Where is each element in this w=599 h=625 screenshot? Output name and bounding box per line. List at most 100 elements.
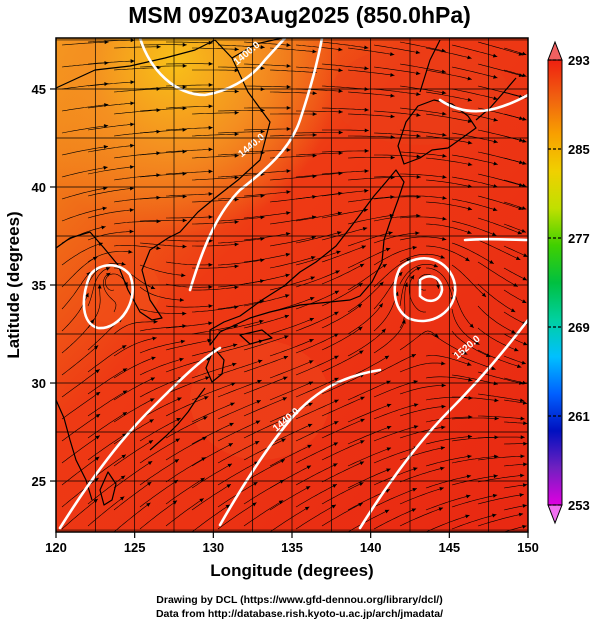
streamline — [477, 371, 524, 385]
streamline-arrow — [410, 275, 415, 280]
streamline — [295, 355, 339, 376]
streamline-arrow — [234, 68, 239, 73]
streamline — [477, 41, 524, 56]
streamline-arrow — [234, 285, 239, 290]
streamline — [191, 504, 231, 532]
streamline-arrow — [398, 271, 403, 277]
streamline — [477, 327, 519, 352]
streamline — [503, 311, 527, 325]
y-axis-label: Latitude (degrees) — [4, 211, 23, 358]
streamline-arrow — [519, 398, 525, 403]
streamline-arrow — [359, 263, 365, 268]
streamline — [373, 446, 419, 464]
streamline — [347, 380, 391, 401]
colorbar-body — [547, 59, 563, 506]
streamline-arrow — [331, 504, 337, 509]
streamline-arrow — [234, 89, 239, 94]
streamline-arrow — [467, 454, 472, 459]
streamline-arrow — [466, 474, 472, 479]
streamline — [243, 315, 290, 329]
streamline — [347, 303, 384, 335]
streamline-arrow — [467, 55, 472, 60]
streamline — [347, 47, 395, 55]
streamline — [451, 475, 498, 486]
streamline-arrow — [364, 107, 369, 112]
streamline — [399, 267, 422, 307]
streamline — [373, 66, 421, 75]
streamline — [347, 157, 395, 159]
streamline-arrow — [226, 484, 232, 488]
streamline-arrow — [360, 396, 365, 401]
streamline-arrow — [182, 244, 187, 249]
streamline-arrow — [85, 292, 89, 298]
streamline — [295, 333, 339, 354]
streamline-arrow — [415, 231, 420, 236]
streamline-arrow — [440, 254, 445, 259]
streamline-arrow — [386, 425, 392, 430]
streamline — [321, 63, 369, 69]
streamline — [217, 44, 265, 48]
streamline-arrow — [523, 421, 528, 426]
streamline — [217, 320, 264, 332]
streamline-arrow — [199, 498, 204, 503]
streamline — [113, 174, 161, 181]
streamline — [217, 131, 265, 134]
streamline — [217, 238, 265, 244]
streamline — [243, 191, 291, 197]
streamline — [113, 245, 161, 249]
contour-1520 — [358, 318, 528, 530]
streamline — [347, 403, 392, 423]
contour-1440-southeast — [218, 368, 382, 527]
streamline-arrow — [122, 368, 128, 373]
streamline-arrow — [182, 42, 187, 47]
streamline-arrow — [522, 400, 528, 405]
streamline — [451, 198, 498, 211]
streamline-arrow — [286, 126, 291, 131]
streamline-arrow — [359, 482, 364, 486]
streamline-arrow — [228, 443, 233, 447]
streamline-arrow — [467, 206, 473, 211]
streamline-arrow — [121, 345, 127, 349]
streamline — [61, 166, 108, 178]
streamline-arrow — [280, 459, 285, 463]
streamline — [61, 391, 101, 420]
streamline-arrow — [182, 194, 187, 199]
streamline-arrow — [413, 403, 419, 408]
streamline — [103, 272, 117, 313]
streamline-arrow — [255, 420, 261, 425]
streamline — [61, 187, 108, 200]
streamline — [61, 498, 98, 530]
streamline — [165, 376, 210, 395]
streamline-arrow — [234, 153, 239, 158]
streamline — [399, 63, 447, 73]
streamline-arrow — [208, 61, 213, 66]
streamline — [61, 271, 91, 310]
streamline-arrow — [491, 366, 496, 371]
streamline-arrow — [175, 438, 180, 443]
streamline-arrow — [260, 129, 265, 134]
streamline — [139, 458, 180, 486]
streamline — [269, 506, 310, 532]
streamline-arrow — [441, 236, 447, 241]
streamline — [373, 88, 421, 95]
streamline-arrow — [150, 285, 156, 290]
streamline — [451, 154, 498, 165]
streamline-arrow — [378, 303, 383, 308]
streamline-arrow — [232, 362, 237, 367]
streamline — [478, 415, 525, 420]
streamline-arrow — [334, 311, 339, 316]
streamline-arrow — [442, 153, 447, 158]
streamline-arrow — [521, 51, 527, 56]
streamline-arrow — [234, 132, 239, 137]
streamline-arrow — [229, 422, 234, 427]
streamline — [243, 253, 291, 263]
streamline-arrow — [180, 339, 186, 344]
streamline — [425, 47, 472, 59]
streamline — [87, 81, 135, 87]
streamline — [243, 274, 290, 285]
streamline-arrow — [493, 139, 498, 144]
streamline-arrow — [308, 381, 314, 386]
streamline-arrow — [522, 276, 527, 281]
streamline — [87, 411, 128, 439]
streamline-arrow — [308, 402, 313, 407]
